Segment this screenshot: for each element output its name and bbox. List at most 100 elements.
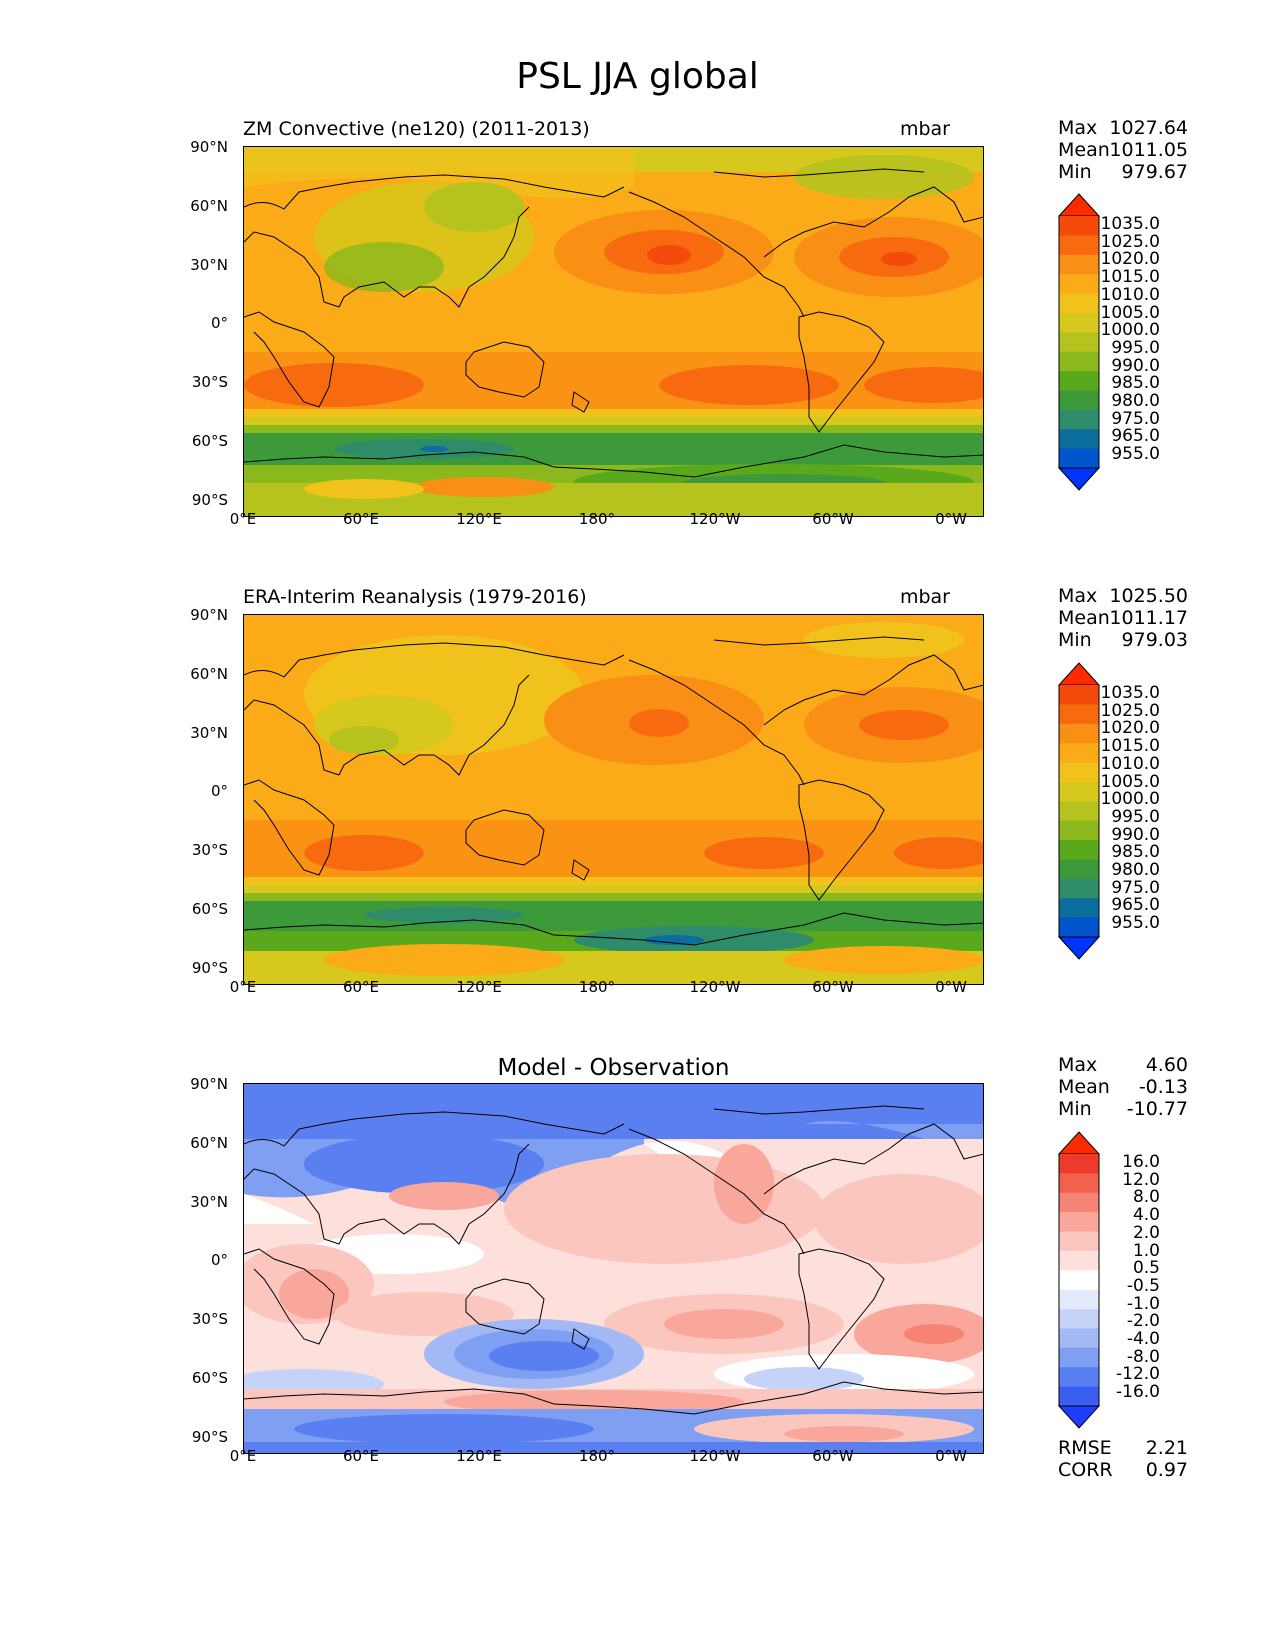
lon-tick-label: 120°E — [456, 510, 502, 528]
colorbar-segment — [1059, 1289, 1099, 1310]
stat-value: 979.67 — [1121, 161, 1188, 183]
colorbar-tick-label: 955.0 — [1111, 444, 1160, 465]
colorbar-tick-label: 985.0 — [1111, 842, 1160, 863]
panel-units: mbar — [899, 118, 950, 140]
colorbar-segment — [1059, 293, 1099, 314]
lon-tick-label: 60°E — [342, 978, 380, 996]
colorbar-tick-label: -4.0 — [1126, 1329, 1160, 1350]
stats-block: Max 1027.64 Mean 1011.05 Min 979.67 — [1058, 117, 1188, 183]
colorbar-extend-min — [1057, 467, 1101, 491]
colorbar-segment — [1059, 216, 1099, 236]
lat-tick-label: 90°S — [191, 491, 228, 509]
stat-label: Mean — [1058, 1076, 1110, 1098]
map-area[interactable] — [243, 614, 984, 985]
lat-tick-label: 90°N — [190, 606, 228, 624]
colorbar-tick-label: 1025.0 — [1100, 700, 1160, 721]
colorbar-segment — [1059, 898, 1099, 919]
lat-tick-label: 30°N — [190, 256, 228, 274]
lon-tick-label: 120°E — [456, 978, 502, 996]
metric-value: 0.97 — [1145, 1459, 1188, 1481]
coastlines — [244, 168, 983, 478]
colorbar-tick-label: 985.0 — [1111, 373, 1160, 394]
colorbar-segment — [1059, 332, 1099, 353]
lat-tick-label: 60°S — [191, 1369, 228, 1387]
coastlines — [244, 636, 983, 946]
panel-title: Model - Observation — [497, 1055, 730, 1081]
colorbar-tick-label: 980.0 — [1111, 860, 1160, 881]
lon-tick-label: 60°E — [342, 510, 380, 528]
lat-tick-label: 60°S — [191, 432, 228, 450]
colorbar-tick-label: 0.5 — [1132, 1258, 1160, 1279]
colorbar-segment — [1059, 274, 1099, 295]
colorbar-frame — [1058, 685, 1100, 937]
panel-title: ERA-Interim Reanalysis (1979-2016) — [243, 586, 587, 608]
stat-value: -10.77 — [1126, 1098, 1188, 1120]
colorbar-segment — [1059, 1270, 1099, 1291]
colorbar-tick-label: 1000.0 — [1100, 320, 1160, 341]
colorbar-tick-label: 995.0 — [1111, 806, 1160, 827]
colorbar-segment — [1059, 762, 1099, 783]
lon-tick-label: 0°E — [229, 510, 257, 528]
map-area[interactable] — [243, 146, 984, 517]
lon-tick-label: 180° — [578, 978, 616, 996]
colorbar-tick-label: 1035.0 — [1100, 214, 1160, 234]
colorbar-segment — [1059, 1154, 1099, 1174]
lon-tick-label: 180° — [578, 510, 616, 528]
stat-value: 979.03 — [1121, 629, 1188, 651]
colorbar — [1057, 662, 1101, 960]
lon-tick-label: 120°W — [689, 978, 741, 996]
colorbar-tick-label: 990.0 — [1111, 355, 1160, 376]
colorbar-segment — [1059, 1231, 1099, 1252]
colorbar-segment — [1059, 840, 1099, 860]
colorbar-tick-label: 1000.0 — [1100, 789, 1160, 810]
colorbar-tick-label: 1015.0 — [1100, 267, 1160, 288]
colorbar-tick-label: 16.0 — [1122, 1152, 1160, 1172]
map-area[interactable] — [243, 1083, 984, 1454]
stat-value: 4.60 — [1145, 1054, 1188, 1076]
lon-tick-label: 180° — [578, 1447, 616, 1465]
lat-tick-label: 60°N — [190, 1134, 228, 1152]
lat-tick-label: 60°N — [190, 665, 228, 683]
colorbar-tick-label: 1015.0 — [1100, 736, 1160, 757]
colorbar-segment — [1059, 704, 1099, 725]
colorbar-segment — [1059, 409, 1099, 430]
colorbar-segment — [1059, 1386, 1099, 1407]
lon-tick-label: 0°W — [935, 978, 967, 996]
colorbar-segment — [1059, 1173, 1099, 1194]
colorbar-tick-label: -1.0 — [1126, 1293, 1160, 1314]
lat-tick-label: 60°N — [190, 197, 228, 215]
colorbar-segment — [1059, 390, 1099, 411]
colorbar-tick-label: 1005.0 — [1100, 771, 1160, 792]
colorbar-segment — [1059, 1309, 1099, 1329]
colorbar-segment — [1059, 1367, 1099, 1388]
colorbar-segment — [1059, 1212, 1099, 1233]
lat-tick-label: 0° — [210, 782, 228, 800]
stat-label: Min — [1058, 629, 1092, 651]
lat-tick-label: 90°S — [191, 959, 228, 977]
colorbar-tick-label: 965.0 — [1111, 426, 1160, 447]
colorbar — [1057, 193, 1101, 491]
colorbar-frame — [1058, 216, 1100, 468]
colorbar-tick-label: -0.5 — [1126, 1275, 1160, 1296]
colorbar-tick-label: 1.0 — [1132, 1240, 1160, 1261]
stat-value: 1011.05 — [1109, 139, 1188, 161]
stat-label: Mean — [1058, 139, 1110, 161]
colorbar-tick-label: 8.0 — [1132, 1187, 1160, 1208]
colorbar-tick-label: 12.0 — [1122, 1169, 1160, 1190]
lon-tick-label: 60°W — [812, 510, 854, 528]
map-field — [244, 1084, 983, 1453]
stat-value: 1011.17 — [1109, 607, 1188, 629]
panel-units: mbar — [899, 586, 950, 608]
stat-label: Min — [1058, 1098, 1092, 1120]
colorbar-labels: 1035.0 1025.0 1020.0 1015.0 1010.0 1005.… — [1098, 684, 1160, 933]
lon-tick-label: 0°E — [229, 1447, 257, 1465]
lat-tick-label: 30°S — [191, 1310, 228, 1328]
colorbar-segment — [1059, 723, 1099, 744]
colorbar-tick-label: 1020.0 — [1100, 718, 1160, 739]
colorbar-tick-label: 980.0 — [1111, 391, 1160, 412]
colorbar-tick-label: 975.0 — [1111, 877, 1160, 898]
stats-block: Max 4.60 Mean -0.13 Min -10.77 — [1058, 1054, 1188, 1120]
colorbar-segment — [1059, 448, 1099, 469]
colorbar-tick-label: 4.0 — [1132, 1205, 1160, 1226]
lat-tick-label: 90°N — [190, 138, 228, 156]
